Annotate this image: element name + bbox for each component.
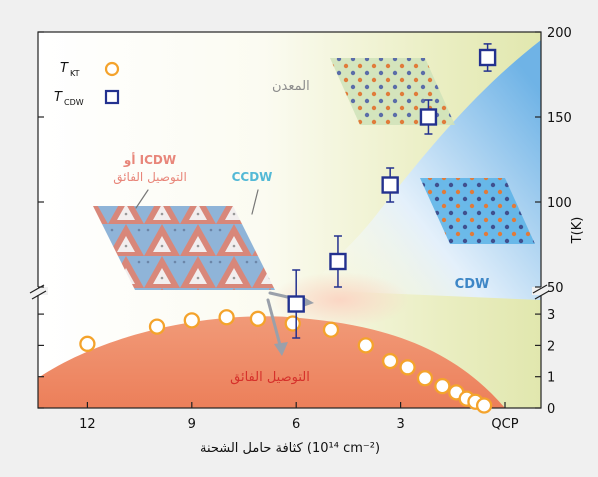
legend-tcdw-symbol: T [54,90,63,105]
ccdw-pointer-arrow [251,189,259,215]
cdw-lattice-inset [420,178,535,244]
tkt-point [284,315,301,332]
tcdw-point [329,252,347,271]
metal-label: المعدن [272,79,310,94]
legend-item-tkt: T KT [60,61,120,78]
legend-item-tcdw: T CDW [54,89,120,107]
superconducting-label: التوصيل الفائق [230,370,310,385]
y-upper-tick-label: 50 [547,281,564,296]
arrow-to-superconductor [266,298,282,347]
legend: T KT T CDW [54,61,120,107]
legend-tcdw-subscript: CDW [64,98,84,107]
tkt-point [148,318,166,335]
icdw-pointer-arrow [135,189,149,209]
cdw-label: CDW [455,277,490,292]
y-upper-tick-label: 150 [547,111,572,126]
tkt-point [357,337,374,354]
icdw-label: ICDW أو [123,152,176,168]
x-tick-label: 9 [188,417,196,432]
metal-lattice-inset [330,58,455,125]
ccdw-label: CCDW [232,170,273,184]
tkt-point [382,352,399,370]
plot-frame [37,31,542,409]
y-upper-tick-label: 200 [547,26,572,41]
arrowhead-sc [274,342,288,356]
tkt-point [416,370,434,387]
tkt-point [434,377,451,395]
tcdw-point [381,176,399,194]
data-marks [79,43,497,414]
tkt-point [322,321,340,338]
legend-square-marker [104,89,120,105]
icdw-sublabel: التوصيل الفائق [113,170,187,185]
tcdw-point [287,295,305,313]
y-lower-tick-label: 3 [547,308,555,323]
superconducting-region [38,316,505,408]
x-tick-label: 3 [396,417,404,432]
tkt-point [399,359,416,376]
y-lower-tick-label: 0 [547,402,555,417]
y-lower-tick-label: 2 [547,339,555,354]
tkt-point [79,335,96,352]
x-tick-label: QCP [491,417,518,432]
y-upper-tick-label: 100 [547,196,572,211]
x-tick-label: 6 [292,417,300,432]
y-axis-label: T(K) [570,217,585,245]
x-axis-label: كثافة حامل الشحنة (10¹⁴ cm⁻²) [200,441,380,456]
tcdw-point [478,48,497,67]
icdw-lattice-inset [93,206,275,290]
x-tick-label: 12 [79,417,96,432]
legend-circle-marker [104,61,120,77]
axis-break-left [29,284,48,300]
tkt-point [183,312,200,329]
legend-tkt-symbol: T [60,61,69,76]
tkt-point [249,310,267,327]
crossover-region [270,272,410,328]
tkt-point [475,397,493,414]
axis-ticks: 12 9 6 3 QCP 200 150 100 50 3 2 1 0 [38,26,572,432]
axis-break-right [532,284,550,300]
tkt-point [218,309,235,326]
legend-tkt-subscript: KT [70,69,80,78]
tcdw-point [419,108,438,126]
y-lower-tick-label: 1 [547,371,555,386]
